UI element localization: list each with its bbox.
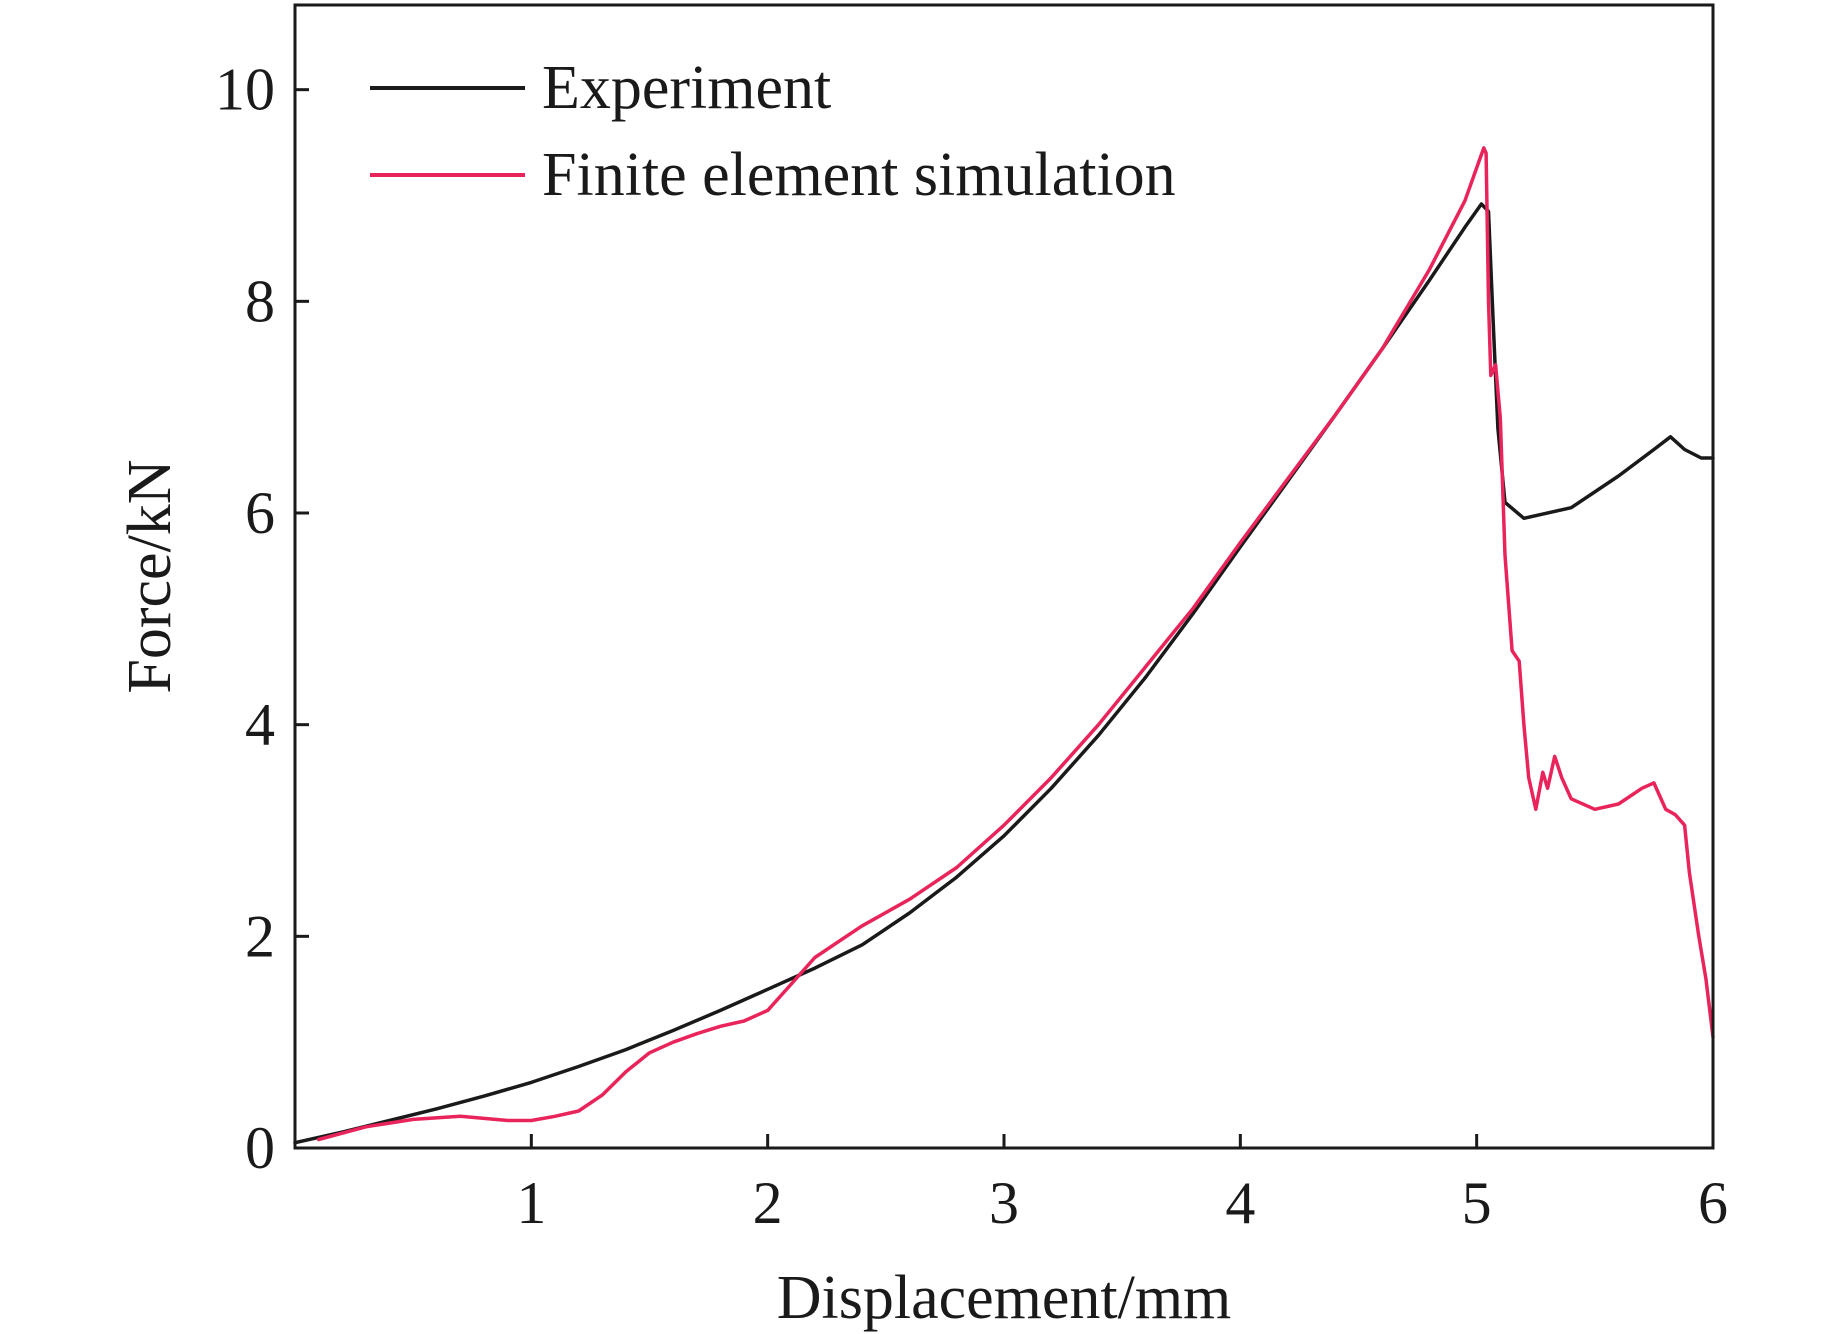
series-line-experiment [293, 202, 1715, 1145]
y-axis-title: Force/kN [116, 459, 184, 693]
y-tick-label-0: 0 [245, 1115, 275, 1181]
series-layer [293, 146, 1715, 1145]
x-tick-label-3: 3 [989, 1170, 1019, 1236]
x-tick-label-6: 6 [1698, 1170, 1728, 1236]
series-line-finite-element-simulation [316, 146, 1715, 1142]
legend-label-finite-element-simulation: Finite element simulation [542, 141, 1176, 209]
y-tick-label-4: 4 [245, 692, 275, 758]
axis-ticks: 1 2 3 4 5 6 0 2 4 6 8 10 [215, 57, 1728, 1236]
y-tick-label-2: 2 [245, 903, 275, 969]
x-tick-label-1: 1 [516, 1170, 546, 1236]
x-axis-title: Displacement/mm [777, 1264, 1232, 1332]
x-tick-label-2: 2 [753, 1170, 783, 1236]
legend: Experiment Finite element simulation [370, 54, 1176, 209]
legend-label-experiment: Experiment [542, 54, 831, 122]
x-tick-label-5: 5 [1462, 1170, 1492, 1236]
plot-frame [293, 3, 1715, 1150]
y-tick-label-6: 6 [245, 480, 275, 546]
x-tick-label-4: 4 [1225, 1170, 1255, 1236]
y-tick-label-10: 10 [215, 57, 275, 123]
y-tick-label-8: 8 [245, 268, 275, 334]
